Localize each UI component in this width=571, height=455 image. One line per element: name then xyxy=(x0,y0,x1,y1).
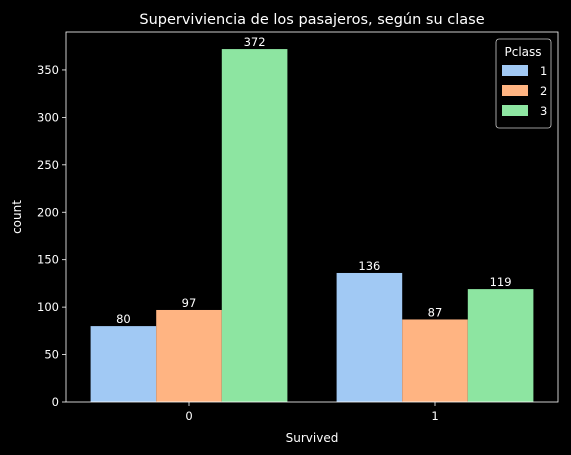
legend-label: 2 xyxy=(540,84,547,98)
legend-swatch-3 xyxy=(502,105,528,116)
legend-swatch-2 xyxy=(502,85,528,96)
bar-value-label: 87 xyxy=(428,305,443,319)
y-tick-label: 250 xyxy=(37,158,59,172)
bar-value-label: 97 xyxy=(182,296,197,310)
y-tick-label: 200 xyxy=(37,205,59,219)
y-tick-label: 100 xyxy=(37,300,59,314)
plot-frame xyxy=(65,31,559,403)
y-tick-label: 350 xyxy=(37,63,59,77)
chart-title: Superviviencia de los pasajeros, según s… xyxy=(139,12,484,28)
y-tick-label: 50 xyxy=(44,348,59,362)
y-tick-label: 0 xyxy=(52,395,59,409)
bar-value-label: 136 xyxy=(358,259,380,273)
x-tick-label: 1 xyxy=(431,409,438,423)
x-tick-label: 0 xyxy=(185,409,192,423)
bar-pclass-1-survived-1 xyxy=(336,272,403,402)
bar-value-label: 80 xyxy=(116,312,131,326)
legend-label: 3 xyxy=(540,104,547,118)
legend-label: 1 xyxy=(540,64,547,78)
bar-pclass-2-survived-1 xyxy=(402,319,468,402)
plot-area: 80 136 97 87 372 119 xyxy=(90,35,534,402)
legend-title: Pclass xyxy=(504,45,541,59)
x-axis-label: Survived xyxy=(286,431,339,445)
bar-pclass-2-survived-0 xyxy=(156,309,222,402)
y-axis-label: count xyxy=(10,200,24,234)
bar-pclass-3-survived-1 xyxy=(467,289,534,402)
y-tick-label: 150 xyxy=(37,253,59,267)
bar-pclass-3-survived-0 xyxy=(221,49,288,402)
bar-value-label: 372 xyxy=(244,35,266,49)
legend: Pclass 1 2 3 xyxy=(495,38,552,129)
y-axis: 0 50 100 150 200 250 300 350 xyxy=(37,63,66,409)
bar-pclass-1-survived-0 xyxy=(90,326,157,402)
bar-value-label: 119 xyxy=(490,275,512,289)
legend-swatch-1 xyxy=(502,65,528,76)
y-tick-label: 300 xyxy=(37,110,59,124)
